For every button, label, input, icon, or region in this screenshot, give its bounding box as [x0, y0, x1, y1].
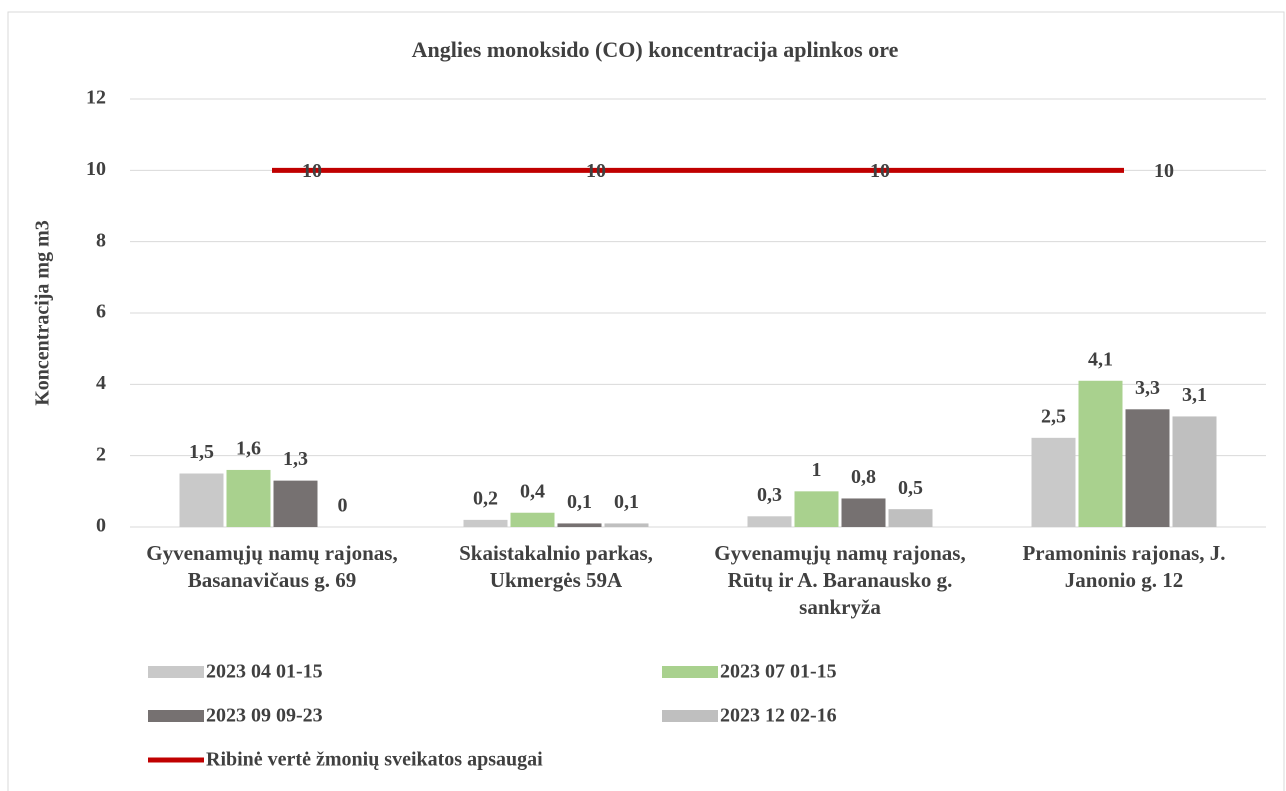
bar: [226, 469, 271, 527]
x-tick-label: Skaistakalnio parkas, Ukmergės 59A: [459, 541, 653, 592]
data-label: 0,3: [757, 484, 782, 506]
data-label: 3,1: [1182, 384, 1207, 406]
data-label: 0,2: [473, 487, 498, 509]
legend-swatch: [662, 710, 718, 722]
data-label: 0,5: [898, 477, 923, 499]
data-label: 3,3: [1135, 377, 1160, 399]
x-tick-label: Gyvenamųjų namų rajonas, Rūtų ir A. Bara…: [714, 541, 966, 619]
legend-label: 2023 07 01-15: [720, 661, 837, 683]
bar: [1078, 380, 1123, 527]
bar: [273, 480, 318, 527]
y-axis-label: Koncentracija mg m3: [32, 220, 54, 406]
legend-label: 2023 09 09-23: [206, 705, 323, 727]
legend-label: 2023 04 01-15: [206, 661, 323, 683]
y-tick-label: 10: [86, 158, 106, 180]
bar: [604, 523, 649, 527]
bar: [1125, 409, 1170, 527]
data-label: 10: [586, 160, 606, 182]
x-tick-label: Gyvenamųjų namų rajonas, Basanavičaus g.…: [146, 541, 398, 592]
bar: [1031, 437, 1076, 527]
data-label: 0: [338, 495, 348, 517]
bar: [1172, 416, 1217, 527]
data-label: 1,6: [236, 438, 261, 460]
data-label: 4,1: [1088, 348, 1113, 370]
data-label: 1,5: [189, 441, 214, 463]
data-label: 0,4: [520, 480, 545, 502]
data-label: 0,1: [567, 491, 592, 513]
y-tick-label: 6: [96, 301, 106, 323]
bar: [463, 519, 508, 527]
legend-swatch: [148, 710, 204, 722]
legend-label: Ribinė vertė žmonių sveikatos apsaugai: [206, 749, 543, 771]
y-tick-label: 2: [96, 443, 106, 465]
bar: [794, 491, 839, 527]
x-tick-label: Pramoninis rajonas, J. Janonio g. 12: [1022, 541, 1226, 592]
data-label: 0,8: [851, 466, 876, 488]
legend-label: 2023 12 02-16: [720, 705, 837, 727]
data-label: 10: [1154, 160, 1174, 182]
legend-swatch: [662, 666, 718, 678]
data-label: 10: [870, 160, 890, 182]
chart-frame: [7, 11, 1285, 791]
y-tick-label: 4: [96, 372, 106, 394]
bar: [179, 473, 224, 527]
y-tick-label: 0: [96, 515, 106, 537]
data-label: 0,1: [614, 491, 639, 513]
legend-swatch: [148, 666, 204, 678]
bar: [557, 523, 602, 527]
y-tick-label: 8: [96, 229, 106, 251]
bar: [510, 512, 555, 527]
bar: [888, 509, 933, 527]
data-label: 2,5: [1041, 405, 1066, 427]
data-label: 10: [302, 160, 322, 182]
bar: [841, 498, 886, 527]
y-tick-label: 12: [86, 87, 106, 109]
chart-title: Anglies monoksido (CO) koncentracija apl…: [412, 37, 899, 62]
data-label: 1,3: [283, 448, 308, 470]
bar: [747, 516, 792, 527]
data-label: 1: [812, 459, 822, 481]
